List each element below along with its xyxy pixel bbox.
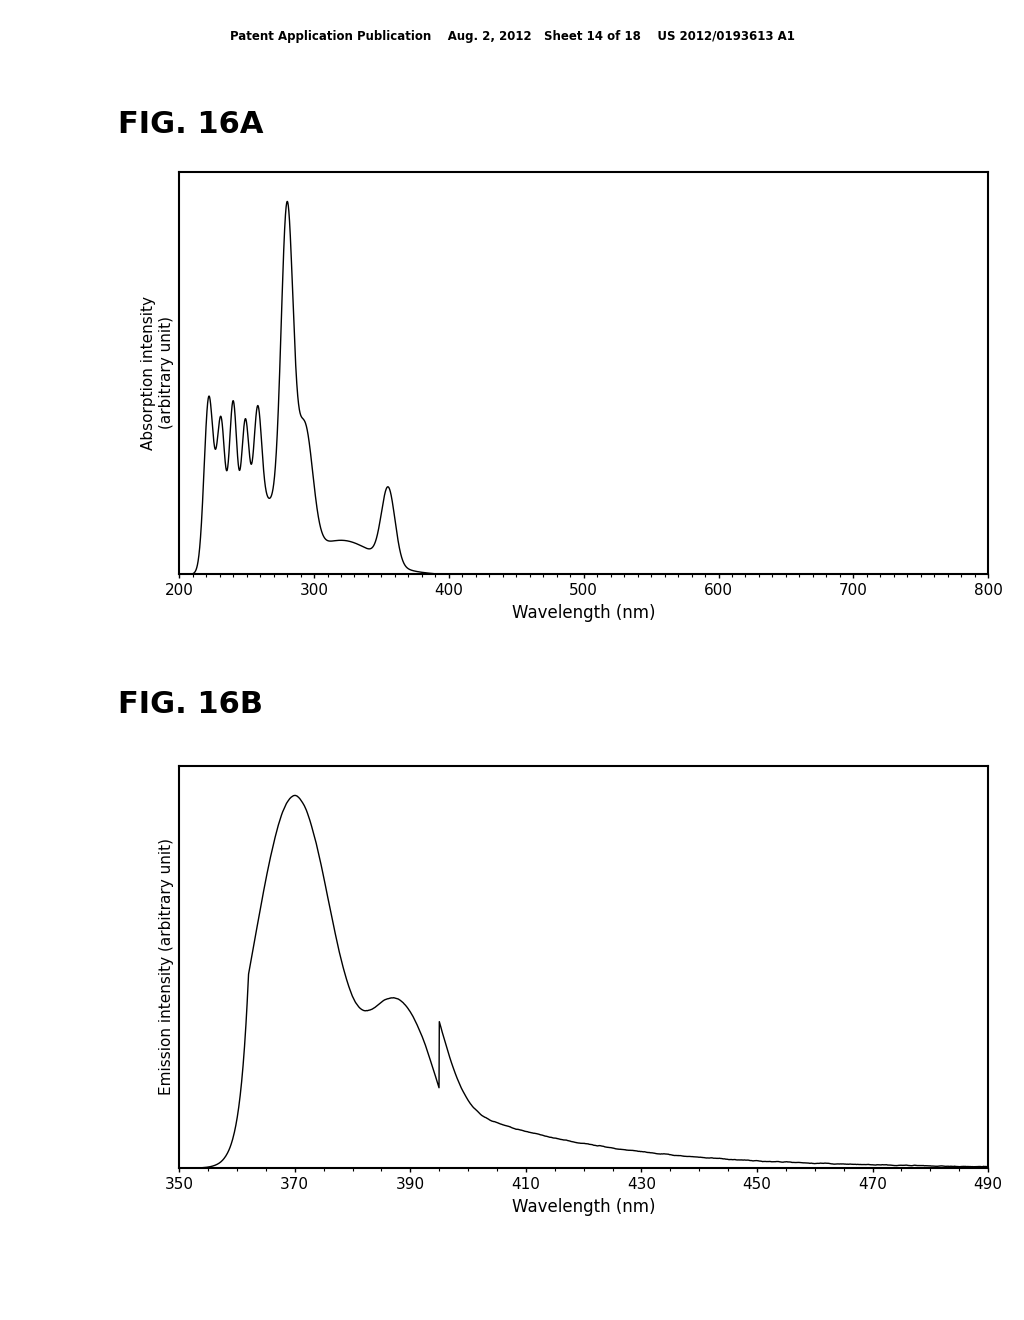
X-axis label: Wavelength (nm): Wavelength (nm) <box>512 1197 655 1216</box>
Text: FIG. 16A: FIG. 16A <box>118 110 263 139</box>
Y-axis label: Absorption intensity
(arbitrary unit): Absorption intensity (arbitrary unit) <box>141 296 174 450</box>
Text: Patent Application Publication    Aug. 2, 2012   Sheet 14 of 18    US 2012/01936: Patent Application Publication Aug. 2, 2… <box>229 30 795 44</box>
Text: FIG. 16B: FIG. 16B <box>118 690 263 719</box>
Y-axis label: Emission intensity (arbitrary unit): Emission intensity (arbitrary unit) <box>159 838 174 1096</box>
X-axis label: Wavelength (nm): Wavelength (nm) <box>512 603 655 622</box>
